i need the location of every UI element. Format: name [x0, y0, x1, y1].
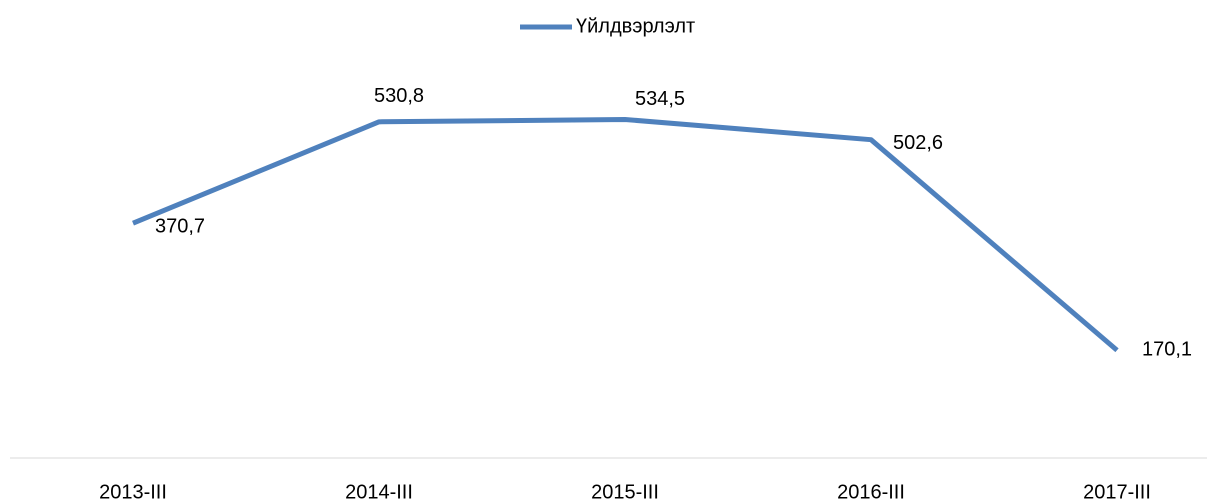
legend-label: Үйлдвэрлэлт: [576, 15, 695, 37]
line: [132, 116, 1119, 353]
x-tick-label: 2016-III: [837, 481, 905, 503]
x-tick-label: 2015-III: [591, 481, 659, 503]
x-tick-label: 2017-III: [1083, 481, 1151, 503]
data-label: 502,6: [893, 132, 943, 154]
data-label: 370,7: [155, 216, 205, 238]
data-label: 530,8: [374, 85, 424, 107]
x-tick-label: 2014-III: [345, 481, 413, 503]
x-tick-label: 2013-III: [99, 481, 167, 503]
data-label: 534,5: [635, 88, 685, 110]
data-label: 170,1: [1142, 339, 1192, 361]
